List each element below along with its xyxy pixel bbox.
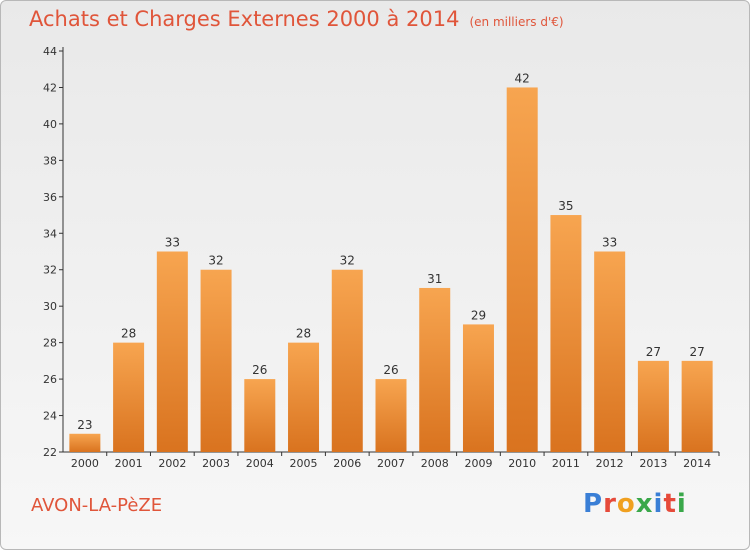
y-tick-label: 26	[43, 373, 57, 386]
x-tick-label: 2004	[246, 457, 274, 470]
logo-letter: t	[663, 489, 677, 519]
data-label: 35	[558, 199, 573, 213]
title-text: Achats et Charges Externes 2000 à 2014	[29, 7, 460, 31]
data-label: 33	[602, 236, 617, 250]
logo-letter: P	[583, 489, 604, 519]
y-tick-label: 34	[43, 227, 57, 240]
bar	[506, 87, 538, 453]
y-tick-label: 32	[43, 264, 57, 277]
proxiti-logo: Proxiti	[583, 489, 687, 519]
x-tick-label: 2005	[290, 457, 318, 470]
bar	[637, 360, 669, 452]
data-label: 23	[77, 418, 92, 432]
data-label: 42	[515, 71, 530, 85]
x-tick-label: 2014	[683, 457, 711, 470]
data-label: 27	[646, 345, 661, 359]
y-tick-label: 36	[43, 191, 57, 204]
logo-letter: r	[603, 489, 617, 519]
data-label: 26	[252, 363, 267, 377]
bar	[375, 379, 407, 452]
data-label: 31	[427, 272, 442, 286]
bar	[419, 287, 451, 452]
bar	[594, 251, 626, 452]
y-tick-label: 22	[43, 446, 57, 459]
bar	[550, 215, 582, 452]
x-tick-label: 2010	[508, 457, 536, 470]
logo-letter: i	[676, 489, 687, 519]
x-tick-label: 2012	[596, 457, 624, 470]
y-tick-label: 24	[43, 410, 57, 423]
x-tick-label: 2002	[158, 457, 186, 470]
y-tick-labels: 22 24 26 28 30 32 34 36 38 40 42 44	[43, 45, 57, 459]
bar	[681, 360, 713, 452]
x-tick-label: 2011	[552, 457, 580, 470]
y-tick-label: 44	[43, 45, 57, 58]
bar	[200, 269, 232, 452]
y-tick-label: 40	[43, 118, 57, 131]
bar	[288, 342, 320, 452]
data-label: 26	[383, 363, 398, 377]
bar	[462, 324, 494, 452]
x-tick-label: 2006	[333, 457, 361, 470]
x-tick-label: 2000	[71, 457, 99, 470]
y-tick-label: 28	[43, 337, 57, 350]
unit-note: (en milliers d'€)	[469, 15, 564, 29]
data-labels: 23 28 33 32 26 28 32 26 31 29 42 35 33 27 27	[77, 71, 705, 431]
x-tick-labels: 2000 2001 2002 2003 2004 2005 2006 2007 2008 2009…	[71, 457, 711, 470]
bar	[113, 342, 145, 452]
data-label: 28	[296, 327, 311, 341]
logo-letter: i	[653, 489, 664, 519]
x-tick-label: 2008	[421, 457, 449, 470]
data-label: 29	[471, 308, 486, 322]
x-tick-label: 2007	[377, 457, 405, 470]
data-label: 27	[689, 345, 704, 359]
y-tick-label: 30	[43, 300, 57, 313]
chart-title: Achats et Charges Externes 2000 à 2014 (e…	[29, 7, 564, 31]
x-tick-label: 2001	[115, 457, 143, 470]
logo-letter: o	[616, 489, 636, 519]
x-tick-label: 2003	[202, 457, 230, 470]
y-tick-label: 42	[43, 81, 57, 94]
data-label: 33	[165, 236, 180, 250]
x-tick-label: 2013	[639, 457, 667, 470]
data-label: 28	[121, 327, 136, 341]
bar	[69, 433, 101, 452]
bar	[156, 251, 188, 452]
x-tick-label: 2009	[464, 457, 492, 470]
data-label: 32	[340, 254, 355, 268]
bars	[69, 87, 713, 453]
y-tick-label: 38	[43, 154, 57, 167]
bar	[331, 269, 363, 452]
bar	[244, 379, 276, 452]
commune-name: AVON-LA-PèZE	[31, 495, 163, 516]
data-label: 32	[208, 254, 223, 268]
logo-letter: x	[635, 489, 654, 519]
